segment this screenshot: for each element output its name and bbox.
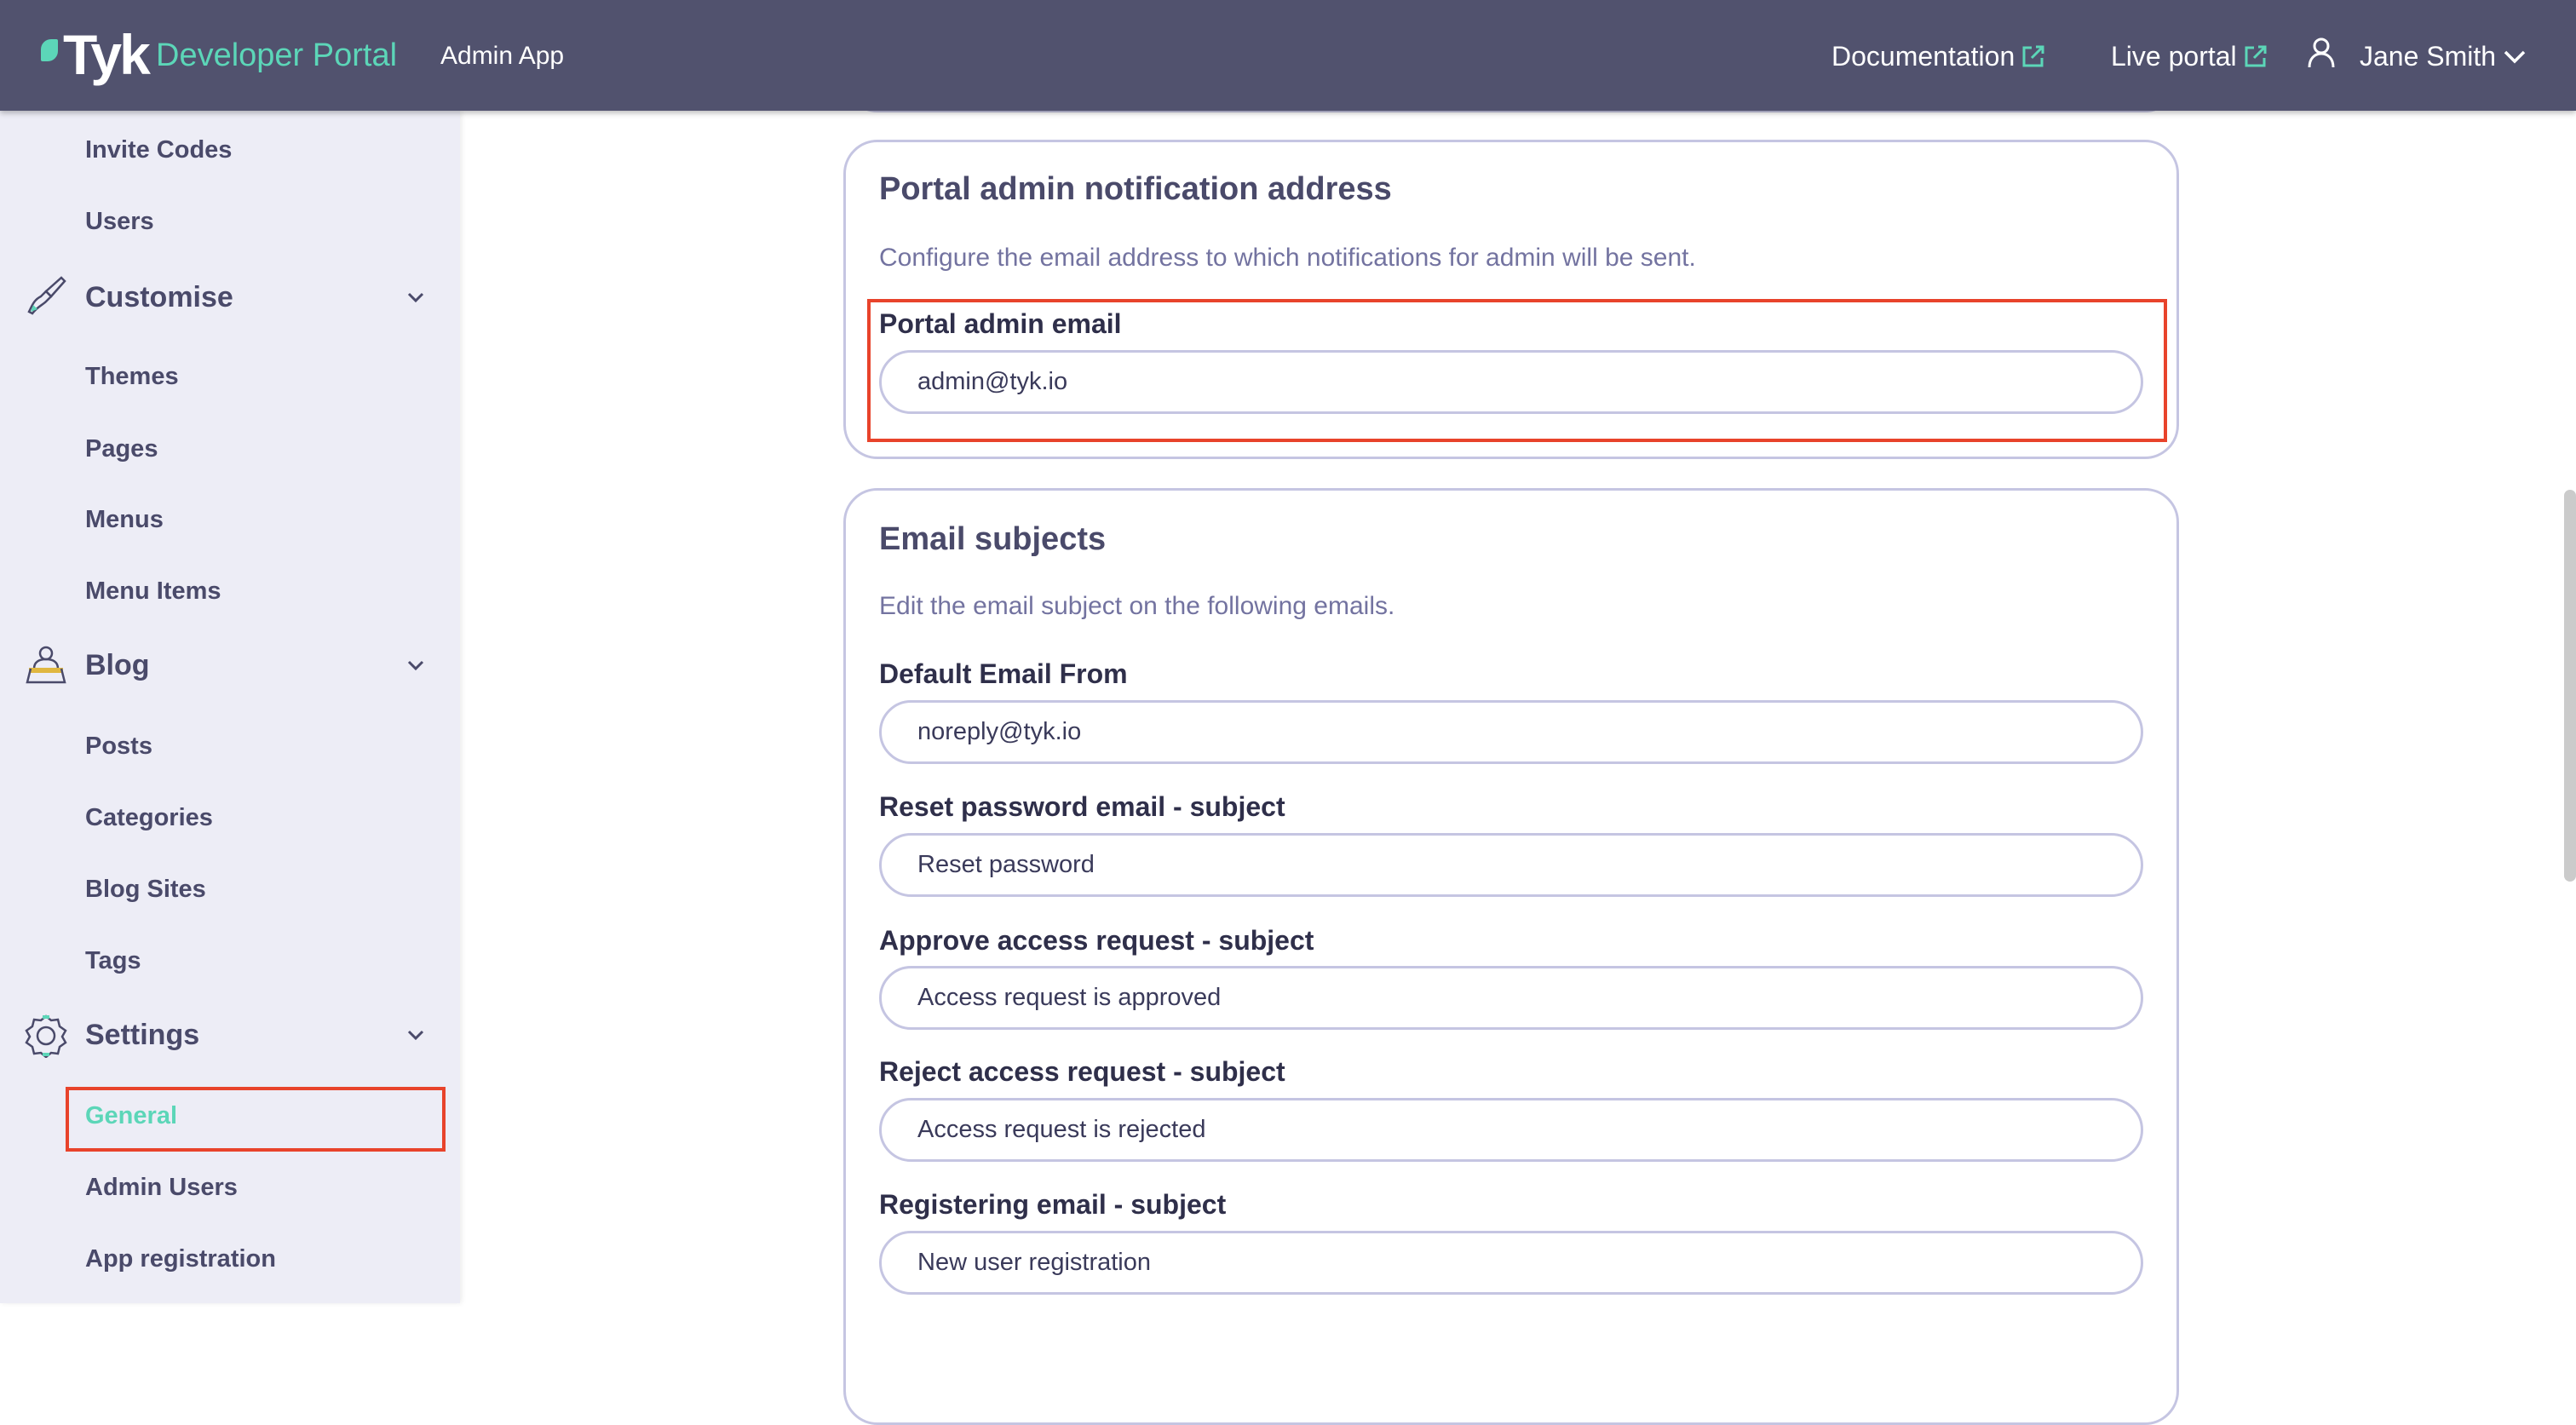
- reset-password-subject-label: Reset password email - subject: [879, 791, 1285, 822]
- chevron-down-icon[interactable]: [405, 655, 426, 675]
- card-description: Configure the email address to which not…: [879, 244, 1696, 272]
- sidebar: [0, 111, 460, 1303]
- sidebar-item-general[interactable]: General: [85, 1102, 177, 1129]
- reset-password-subject-input[interactable]: [879, 833, 2143, 897]
- approve-access-subject-input[interactable]: [879, 966, 2143, 1030]
- sidebar-section-blog[interactable]: Blog: [85, 649, 150, 681]
- reject-access-subject-input[interactable]: [879, 1098, 2143, 1162]
- reject-access-subject-label: Reject access request - subject: [879, 1056, 1285, 1087]
- top-bar: Tyk Developer Portal Admin App Documenta…: [0, 0, 2576, 111]
- portal-admin-email-input[interactable]: [879, 350, 2143, 414]
- live-portal-link[interactable]: Live portal: [2111, 37, 2268, 75]
- registering-email-subject-label: Registering email - subject: [879, 1189, 1227, 1220]
- card-title: Email subjects: [879, 521, 1107, 557]
- sidebar-item-menus[interactable]: Menus: [85, 506, 164, 533]
- sidebar-item-users[interactable]: Users: [85, 208, 154, 235]
- sidebar-item-blog-sites[interactable]: Blog Sites: [85, 876, 206, 903]
- card-description: Edit the email subject on the following …: [879, 592, 1395, 620]
- tyk-logo[interactable]: Tyk: [41, 23, 151, 86]
- sidebar-item-invite-codes[interactable]: Invite Codes: [85, 136, 233, 164]
- user-menu[interactable]: Jane Smith: [2360, 37, 2527, 75]
- sidebar-section-settings[interactable]: Settings: [85, 1019, 200, 1051]
- sidebar-item-menu-items[interactable]: Menu Items: [85, 577, 221, 605]
- card-title: Portal admin notification address: [879, 171, 1392, 207]
- external-link-icon: [2022, 45, 2044, 67]
- documentation-label: Documentation: [1831, 41, 2015, 72]
- leaf-icon: [41, 39, 58, 61]
- default-email-from-label: Default Email From: [879, 658, 1128, 689]
- sidebar-item-admin-users[interactable]: Admin Users: [85, 1174, 238, 1201]
- user-icon[interactable]: [2307, 37, 2336, 68]
- sidebar-item-posts[interactable]: Posts: [85, 733, 152, 760]
- default-email-from-input[interactable]: [879, 700, 2143, 764]
- logo-text: Tyk: [63, 23, 151, 86]
- approve-access-subject-label: Approve access request - subject: [879, 925, 1314, 956]
- live-portal-label: Live portal: [2111, 41, 2237, 72]
- paintbrush-icon: [27, 276, 66, 315]
- gear-icon: [25, 1014, 67, 1058]
- brand-name: Developer Portal: [156, 37, 398, 73]
- documentation-link[interactable]: Documentation: [1831, 37, 2045, 75]
- chevron-down-icon: [2504, 50, 2526, 64]
- chevron-down-icon[interactable]: [405, 1025, 426, 1045]
- portal-admin-email-label: Portal admin email: [879, 308, 1122, 339]
- sidebar-item-app-registration[interactable]: App registration: [85, 1245, 276, 1273]
- registering-email-subject-input[interactable]: [879, 1231, 2143, 1295]
- sidebar-item-tags[interactable]: Tags: [85, 947, 141, 974]
- sidebar-item-pages[interactable]: Pages: [85, 435, 158, 463]
- sidebar-section-customise[interactable]: Customise: [85, 281, 233, 313]
- app-name: Admin App: [440, 42, 565, 70]
- sidebar-item-categories[interactable]: Categories: [85, 804, 213, 831]
- user-name: Jane Smith: [2360, 41, 2497, 72]
- chevron-down-icon[interactable]: [405, 287, 426, 307]
- scrollbar[interactable]: [2564, 490, 2576, 882]
- sidebar-item-themes[interactable]: Themes: [85, 363, 179, 390]
- external-link-icon: [2245, 45, 2267, 67]
- highlight-box: [867, 299, 2167, 442]
- highlight-box: [66, 1087, 446, 1152]
- blogger-icon: [26, 646, 66, 684]
